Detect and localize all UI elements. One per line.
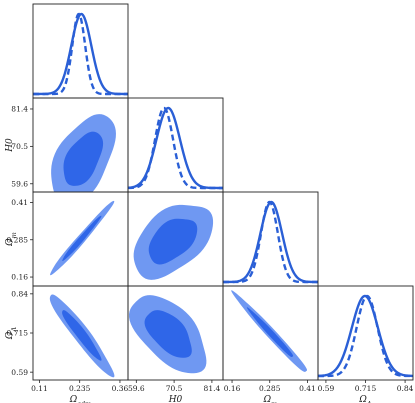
panel-frame xyxy=(127,97,224,193)
y-tick-label-h0: 70.5 xyxy=(11,142,28,151)
contour-panel-omega_cdm-h0 xyxy=(32,97,129,193)
x-axis-label-omega_cdm: Ωcdm xyxy=(69,395,91,403)
contour-inner-h0-omega_m xyxy=(148,218,198,265)
panel-frame xyxy=(32,3,129,99)
x-axis-label-omega_lambda: ΩΛ xyxy=(358,395,371,403)
y-tick-label-omega_m: 0.285 xyxy=(7,235,29,244)
x-axis-label-omega_m: Ωm xyxy=(263,395,278,403)
x-tick-label-h0: 70.5 xyxy=(166,384,183,393)
x-axis-label-h0: H0 xyxy=(168,395,183,403)
marginal-panel-omega_cdm xyxy=(32,3,129,99)
marginal-panel-omega_lambda xyxy=(317,285,414,381)
y-tick-label-h0: 59.6 xyxy=(11,179,28,188)
marginal-solid-line-omega_lambda xyxy=(317,294,414,378)
y-tick-label-omega_lambda: 0.715 xyxy=(7,329,29,338)
y-tick-label-omega_m: 0.41 xyxy=(11,198,28,207)
y-tick-label-omega_lambda: 0.84 xyxy=(11,289,28,298)
contour-inner-omega_cdm-h0 xyxy=(63,131,104,186)
contour-panel-omega_m-omega_lambda xyxy=(222,285,319,381)
panel-frame xyxy=(222,191,319,287)
marginal-panel-omega_m xyxy=(222,191,319,287)
x-tick-label-omega_lambda: 0.59 xyxy=(318,384,335,393)
marginal-solid-line-omega_cdm xyxy=(33,12,128,96)
marginal-dashed-line-omega_cdm xyxy=(33,12,128,96)
x-tick-label-omega_cdm: 0.235 xyxy=(69,384,91,393)
x-tick-label-omega_lambda: 0.84 xyxy=(397,384,414,393)
contour-inner-omega_cdm-omega_lambda xyxy=(62,310,102,361)
contour-panel-omega_cdm-omega_m xyxy=(32,191,129,287)
y-tick-label-omega_lambda: 0.59 xyxy=(11,368,28,377)
x-tick-label-omega_m: 0.16 xyxy=(224,384,241,393)
x-tick-label-omega_cdm: 0.11 xyxy=(31,384,48,393)
y-axis-label-h0: H0 xyxy=(5,138,15,153)
contour-inner-omega_m-omega_lambda xyxy=(246,307,294,357)
x-tick-label-omega_m: 0.285 xyxy=(259,384,281,393)
contour-panel-h0-omega_m xyxy=(127,191,224,287)
panel-frame xyxy=(317,285,414,381)
y-tick-label-omega_m: 0.16 xyxy=(11,273,28,282)
contour-inner-omega_cdm-omega_m xyxy=(62,215,102,262)
marginal-dashed-line-omega_lambda xyxy=(318,294,413,378)
contour-inner-h0-omega_lambda xyxy=(144,310,192,358)
x-tick-label-omega_lambda: 0.715 xyxy=(355,384,377,393)
marginal-solid-line-omega_m xyxy=(222,200,318,284)
marginal-solid-line-h0 xyxy=(127,106,223,190)
y-tick-label-h0: 81.4 xyxy=(11,105,28,114)
x-tick-label-omega_m: 0.41 xyxy=(299,384,316,393)
marginal-panel-h0 xyxy=(127,97,224,193)
x-tick-label-omega_cdm: 0.36 xyxy=(112,384,129,393)
x-tick-label-h0: 81.4 xyxy=(204,384,221,393)
x-tick-label-h0: 59.6 xyxy=(128,384,145,393)
contour-panel-h0-omega_lambda xyxy=(127,285,224,381)
contour-panel-omega_cdm-omega_lambda xyxy=(32,285,129,381)
marginal-dashed-line-omega_m xyxy=(223,200,318,284)
